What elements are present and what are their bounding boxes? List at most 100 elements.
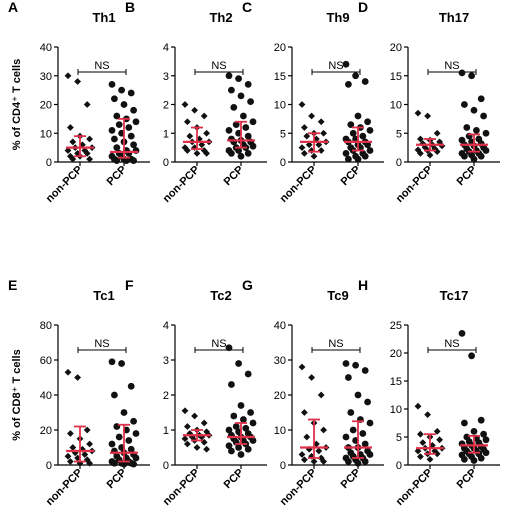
y-tick-label: 15	[390, 376, 402, 388]
data-point-non-pcp	[86, 155, 93, 163]
data-point-pcp	[127, 89, 135, 97]
data-point-pcp	[225, 344, 233, 352]
data-point-non-pcp	[303, 132, 311, 140]
data-point-pcp	[470, 106, 478, 114]
significance-label: NS	[444, 338, 459, 350]
data-point-pcp	[127, 445, 135, 453]
panel-title: Tc1	[93, 288, 114, 303]
data-point-pcp	[345, 458, 352, 465]
data-point-non-pcp	[305, 141, 313, 149]
data-point-pcp	[342, 433, 350, 441]
panel-title: Th9	[326, 10, 349, 25]
data-point-pcp	[249, 419, 257, 427]
data-point-non-pcp	[74, 454, 81, 462]
significance-label: NS	[328, 338, 343, 350]
data-point-non-pcp	[74, 78, 81, 85]
data-point-pcp	[108, 440, 116, 448]
data-point-pcp	[359, 430, 367, 437]
data-point-pcp	[244, 370, 252, 378]
data-point-pcp	[477, 152, 485, 160]
data-point-non-pcp	[198, 141, 206, 149]
y-tick-label: 0	[46, 460, 52, 472]
data-point-non-pcp	[200, 419, 208, 427]
data-point-non-pcp	[203, 129, 210, 137]
data-point-pcp	[237, 152, 245, 160]
data-point-pcp	[118, 360, 125, 367]
data-point-non-pcp	[301, 409, 308, 416]
data-point-pcp	[366, 147, 374, 154]
data-point-non-pcp	[424, 112, 431, 120]
x-tick-label: PCP	[339, 164, 363, 188]
data-point-non-pcp	[69, 444, 77, 451]
data-point-pcp	[468, 352, 475, 360]
y-tick-label: 15	[274, 71, 286, 83]
data-point-non-pcp	[186, 132, 194, 140]
data-point-pcp	[366, 451, 374, 458]
data-point-non-pcp	[203, 149, 210, 157]
data-point-non-pcp	[298, 101, 306, 108]
y-tick-label: 20	[274, 42, 286, 54]
data-point-pcp	[480, 112, 487, 120]
data-point-non-pcp	[301, 149, 308, 157]
data-point-non-pcp	[79, 141, 86, 149]
data-point-pcp	[342, 60, 350, 68]
y-tick-label: 0	[280, 460, 286, 472]
data-point-non-pcp	[438, 142, 446, 150]
data-point-pcp	[130, 417, 138, 425]
significance-label: NS	[94, 338, 109, 350]
data-point-pcp	[108, 80, 116, 88]
data-point-non-pcp	[188, 433, 196, 441]
data-point-pcp	[359, 132, 367, 140]
x-tick-label: non-PCP	[278, 467, 319, 508]
data-point-pcp	[473, 126, 480, 134]
data-point-pcp	[232, 121, 240, 129]
y-tick-label: 10	[390, 404, 402, 416]
data-point-pcp	[240, 416, 247, 423]
x-tick-label: non-PCP	[394, 467, 435, 508]
data-point-pcp	[111, 459, 118, 467]
data-point-pcp	[470, 428, 478, 435]
data-point-non-pcp	[414, 109, 422, 117]
data-point-non-pcp	[191, 412, 198, 420]
significance-label: NS	[328, 60, 343, 72]
data-point-non-pcp	[317, 118, 325, 126]
data-point-pcp	[120, 101, 128, 108]
data-point-pcp	[347, 409, 355, 416]
y-tick-label: 40	[40, 390, 52, 402]
data-point-pcp	[352, 72, 359, 80]
data-point-non-pcp	[184, 423, 191, 430]
data-point-pcp	[242, 124, 250, 131]
data-point-pcp	[247, 98, 255, 106]
data-point-pcp	[364, 141, 371, 149]
y-tick-label: 0	[280, 157, 286, 169]
significance-label: NS	[211, 60, 226, 72]
x-tick-label: PCP	[455, 164, 479, 188]
data-point-pcp	[228, 447, 235, 455]
data-point-non-pcp	[320, 129, 327, 137]
x-tick-label: non-PCP	[278, 164, 319, 205]
data-point-pcp	[342, 360, 350, 367]
data-point-non-pcp	[417, 135, 424, 143]
data-point-pcp	[468, 72, 475, 80]
data-point-pcp	[232, 423, 240, 430]
y-tick-label: 1	[163, 425, 169, 437]
data-point-pcp	[111, 95, 118, 103]
data-point-pcp	[225, 442, 233, 450]
y-tick-label: 0	[46, 157, 52, 169]
data-point-non-pcp	[417, 430, 424, 438]
y-tick-label: 10	[274, 425, 286, 437]
data-point-non-pcp	[184, 118, 191, 126]
data-point-pcp	[345, 374, 352, 381]
panel-letter: B	[125, 0, 135, 15]
data-point-pcp	[349, 426, 357, 434]
data-point-non-pcp	[203, 428, 210, 436]
data-point-pcp	[230, 412, 238, 420]
data-point-pcp	[130, 157, 138, 164]
data-point-pcp	[347, 121, 355, 129]
data-point-non-pcp	[81, 451, 89, 458]
panel-title: Tc9	[327, 288, 348, 303]
data-point-pcp	[352, 361, 359, 369]
data-point-non-pcp	[181, 407, 189, 415]
data-point-non-pcp	[298, 451, 306, 458]
